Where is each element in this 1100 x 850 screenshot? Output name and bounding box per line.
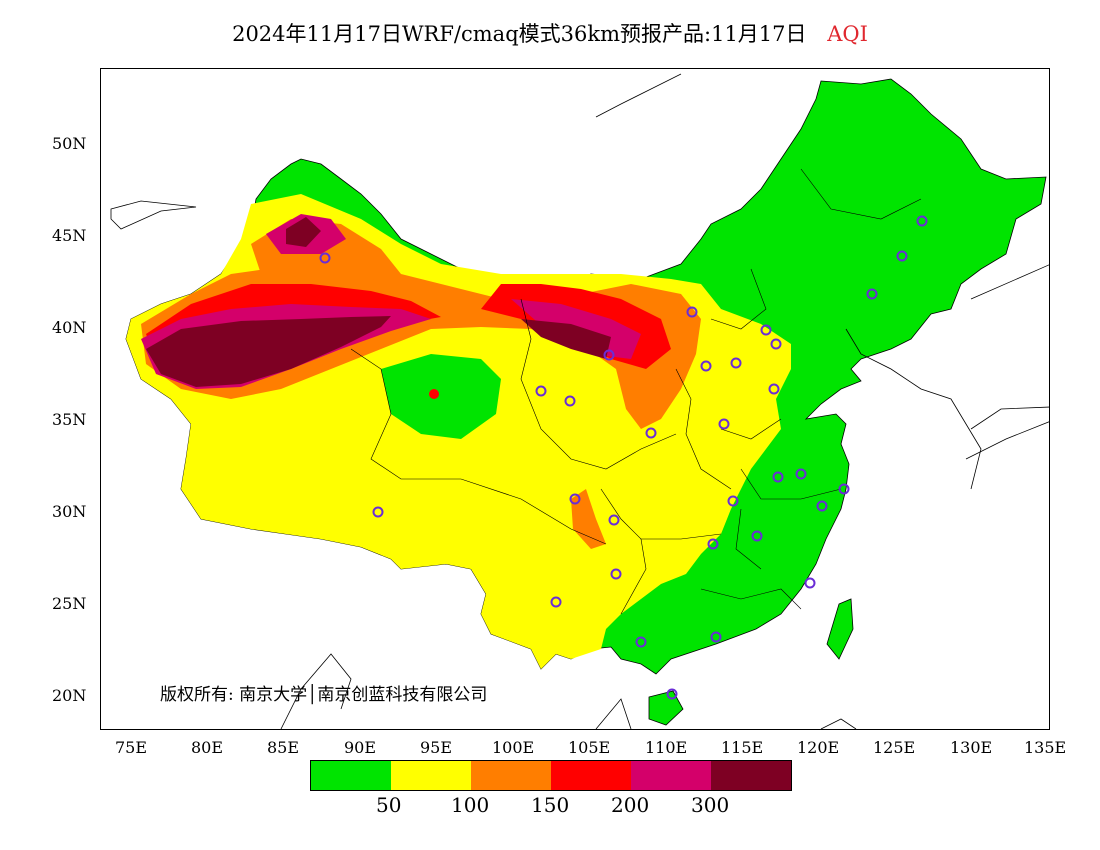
coastlines [110, 73, 1049, 729]
legend-tick-100: 100 [451, 793, 490, 817]
aqi-zone-maroon-tarim [146, 316, 391, 387]
lat-label-20n: 20N [52, 686, 87, 705]
aqi-hotspot-qinghai [429, 389, 439, 399]
province-boundaries [350, 168, 922, 615]
lon-label-75e: 75E [115, 738, 148, 757]
map-frame [100, 68, 1050, 730]
aqi-zone-green-qinghai [381, 354, 501, 439]
map-title: 2024年11月17日WRF/cmaq模式36km预报产品:11月17日 AQI [0, 18, 1100, 48]
lat-label-25n: 25N [52, 594, 87, 613]
aqi-zone-orange-sichuan [571, 489, 606, 549]
legend-swatch-maroon [711, 761, 791, 790]
legend-swatch-green [311, 761, 391, 790]
lon-label-85e: 85E [267, 738, 300, 757]
lon-label-100e: 100E [492, 738, 535, 757]
aqi-zone-maroon-gansu [521, 319, 611, 359]
legend-swatch-orange [471, 761, 551, 790]
lon-label-95e: 95E [420, 738, 453, 757]
lon-label-90e: 90E [344, 738, 377, 757]
legend-swatch-purple [631, 761, 711, 790]
lat-label-45n: 45N [52, 226, 87, 245]
lon-label-125e: 125E [873, 738, 916, 757]
title-text: 2024年11月17日WRF/cmaq模式36km预报产品:11月17日 [232, 22, 807, 46]
city-markers [319, 215, 928, 700]
lat-label-30n: 30N [52, 502, 87, 521]
legend-swatch-red [551, 761, 631, 790]
lon-label-135e: 135E [1024, 738, 1067, 757]
legend-tick-50: 50 [376, 793, 402, 817]
lon-label-80e: 80E [191, 738, 224, 757]
legend-tick-300: 300 [691, 793, 730, 817]
legend-swatch-yellow [391, 761, 471, 790]
legend-tick-200: 200 [611, 793, 650, 817]
lat-label-50n: 50N [52, 134, 87, 153]
lon-label-120e: 120E [797, 738, 840, 757]
hainan-island [648, 690, 684, 726]
title-aqi-label: AQI [827, 22, 868, 46]
taiwan-island [826, 598, 854, 660]
lon-label-105e: 105E [568, 738, 611, 757]
lon-label-130e: 130E [950, 738, 993, 757]
aqi-map [110, 73, 1049, 729]
legend-tick-150: 150 [531, 793, 570, 817]
lon-label-115e: 115E [721, 738, 764, 757]
lon-label-110e: 110E [645, 738, 688, 757]
copyright-text: 版权所有: 南京大学│南京创蓝科技有限公司 [160, 685, 488, 705]
aqi-zone-maroon-dzungaria [286, 217, 321, 247]
lat-label-40n: 40N [52, 318, 87, 337]
aqi-legend-bar [310, 760, 792, 791]
lat-label-35n: 35N [52, 410, 87, 429]
